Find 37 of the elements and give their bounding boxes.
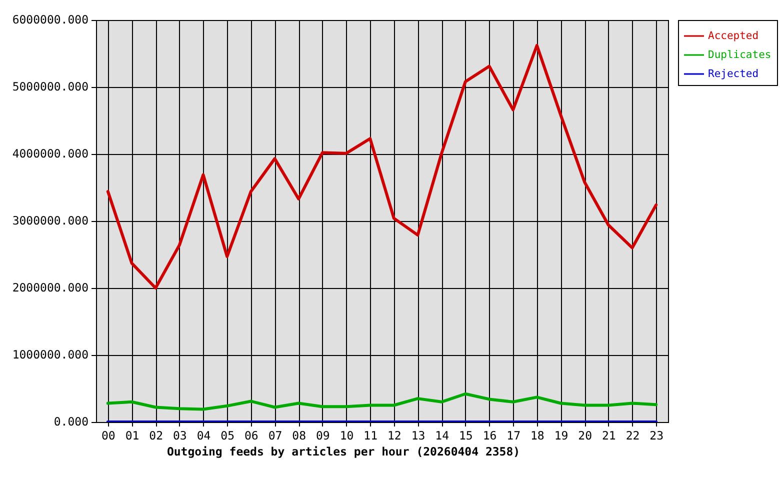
x-tick-label: 22 <box>626 428 640 442</box>
x-tick-label: 16 <box>482 428 497 442</box>
x-tick-label: 23 <box>650 428 664 442</box>
x-axis-title: Outgoing feeds by articles per hour (20260404 2358) <box>166 444 520 458</box>
x-tick-label: 21 <box>602 428 616 442</box>
x-tick-label: 04 <box>196 428 211 442</box>
x-tick-label: 09 <box>316 428 330 442</box>
x-tick-label: 14 <box>435 428 450 442</box>
x-tick-label: 19 <box>554 428 568 442</box>
y-tick-label: 2000000.000 <box>12 280 89 294</box>
x-tick-label: 00 <box>101 428 116 442</box>
x-tick-label: 12 <box>387 428 402 442</box>
x-tick-label: 02 <box>149 428 164 442</box>
x-tick-label: 11 <box>364 428 378 442</box>
x-tick-label: 18 <box>530 428 544 442</box>
x-tick-label: 10 <box>340 428 354 442</box>
x-tick-label: 01 <box>125 428 140 442</box>
legend-label: Duplicates <box>708 49 772 61</box>
x-tick-label: 20 <box>578 428 592 442</box>
legend-label: Accepted <box>708 30 759 42</box>
y-tick-label: 0.000 <box>54 414 89 428</box>
legend-label: Rejected <box>708 68 759 80</box>
x-tick-label: 07 <box>268 428 282 442</box>
x-tick-label: 06 <box>244 428 258 442</box>
x-tick-label: 08 <box>292 428 306 442</box>
y-tick-label: 3000000.000 <box>12 214 89 228</box>
x-tick-label: 17 <box>506 428 521 442</box>
y-tick-label: 6000000.000 <box>12 12 89 26</box>
x-tick-label: 15 <box>458 428 473 442</box>
line-series <box>106 44 658 290</box>
x-tick-label: 13 <box>411 428 426 442</box>
y-tick-label: 1000000.000 <box>12 348 89 362</box>
y-tick-label: 5000000.000 <box>12 80 89 94</box>
line-series <box>106 392 658 411</box>
x-tick-label: 03 <box>172 428 187 442</box>
x-tick-label: 05 <box>220 428 235 442</box>
y-tick-label: 4000000.000 <box>12 146 89 160</box>
